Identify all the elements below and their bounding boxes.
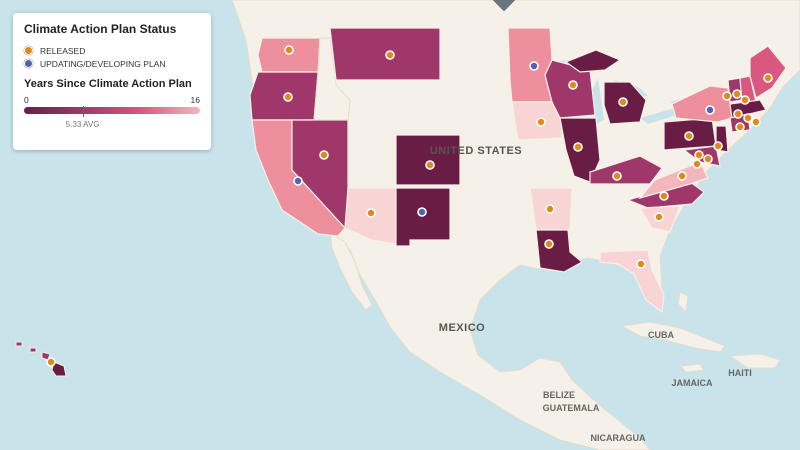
state-hawaii-kauai (15, 341, 23, 347)
state-hawaii-big[interactable] (51, 361, 67, 377)
marker-released[interactable] (319, 150, 329, 160)
marker-released[interactable] (703, 154, 713, 164)
bahamas-land (677, 291, 689, 314)
marker-released[interactable] (751, 117, 761, 127)
marker-released[interactable] (692, 159, 702, 169)
label-nicaragua: NICARAGUA (591, 433, 646, 443)
state-florida[interactable] (599, 249, 665, 314)
label-jamaica: JAMAICA (671, 378, 713, 388)
state-kentucky[interactable] (589, 155, 663, 185)
scale-min: 0 (24, 95, 29, 105)
label-mexico: MEXICO (439, 322, 485, 334)
marker-released[interactable] (573, 142, 583, 152)
marker-released[interactable] (733, 109, 743, 119)
marker-released[interactable] (385, 50, 395, 60)
marker-updating[interactable] (417, 207, 427, 217)
marker-released[interactable] (366, 208, 376, 218)
marker-released[interactable] (283, 92, 293, 102)
color-scale-bar: 5.33 AVG (24, 106, 200, 129)
marker-updating[interactable] (529, 61, 539, 71)
updating-dot-icon (24, 59, 33, 68)
label-haiti: HAITI (728, 368, 752, 378)
marker-released[interactable] (46, 357, 56, 367)
released-dot-icon (24, 46, 33, 55)
place-labels: UNITED STATES MEXICO CUBA JAMAICA HAITI … (430, 145, 752, 443)
state-hawaii-oahu (29, 347, 37, 353)
marker-released[interactable] (545, 204, 555, 214)
state-maine[interactable] (749, 45, 787, 99)
marker-released[interactable] (740, 95, 750, 105)
legend-status-title: Climate Action Plan Status (24, 22, 177, 36)
marker-updating[interactable] (293, 176, 303, 186)
baja-peninsula (329, 230, 373, 311)
marker-released[interactable] (743, 113, 753, 123)
marker-released[interactable] (735, 122, 745, 132)
marker-released[interactable] (425, 160, 435, 170)
marker-updating[interactable] (705, 105, 715, 115)
label-belize: BELIZE (543, 390, 575, 400)
marker-released[interactable] (694, 150, 704, 160)
marker-released[interactable] (677, 171, 687, 181)
state-montana[interactable] (329, 27, 441, 81)
jamaica-land (678, 363, 705, 373)
average-marker (82, 106, 84, 117)
scale-max: 16 (190, 95, 200, 105)
marker-released[interactable] (732, 89, 742, 99)
marker-released[interactable] (713, 141, 723, 151)
marker-released[interactable] (284, 45, 294, 55)
state-colorado[interactable] (395, 134, 461, 186)
marker-released[interactable] (536, 117, 546, 127)
legend-item-label: UPDATING/DEVELOPING PLAN (40, 58, 166, 69)
state-michigan-upper (564, 49, 622, 73)
marker-released[interactable] (636, 259, 646, 269)
scale-ends: 0 16 (24, 95, 200, 105)
legend-scale-title: Years Since Climate Action Plan (24, 78, 192, 90)
state-washington[interactable] (257, 37, 321, 73)
cuba-land (620, 321, 726, 353)
legend-item-updating: UPDATING/DEVELOPING PLAN (24, 57, 200, 70)
marker-released[interactable] (722, 91, 732, 101)
marker-released[interactable] (659, 191, 669, 201)
label-united-states: UNITED STATES (430, 145, 522, 157)
label-guatemala: GUATEMALA (543, 403, 600, 413)
hispaniola-land (728, 353, 781, 369)
marker-released[interactable] (684, 131, 694, 141)
legend-item-released: RELEASED (24, 44, 200, 57)
state-idaho (313, 37, 351, 121)
marker-released[interactable] (618, 97, 628, 107)
legend-panel: Climate Action Plan Status RELEASED UPDA… (13, 13, 211, 150)
state-new-mexico[interactable] (395, 187, 451, 247)
status-markers (46, 45, 773, 367)
average-label: 5.33 AVG (65, 120, 100, 129)
marker-released[interactable] (612, 171, 622, 181)
label-cuba: CUBA (648, 330, 674, 340)
marker-released[interactable] (654, 212, 664, 222)
marker-released[interactable] (763, 73, 773, 83)
marker-released[interactable] (544, 239, 554, 249)
marker-released[interactable] (568, 80, 578, 90)
legend-item-label: RELEASED (40, 45, 86, 56)
